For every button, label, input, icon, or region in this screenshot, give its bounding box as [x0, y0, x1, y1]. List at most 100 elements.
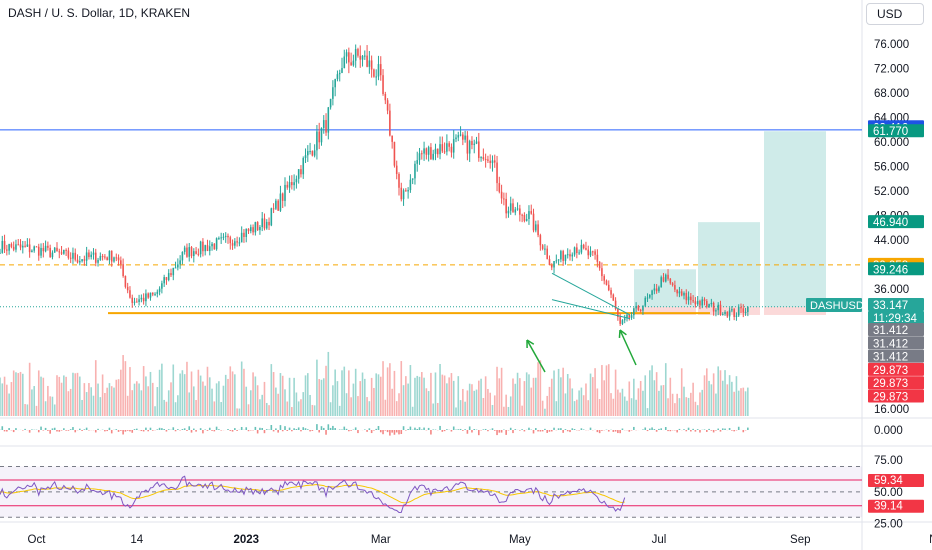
svg-text:31.412: 31.412 [873, 325, 908, 337]
candle-body [389, 110, 391, 136]
candle-body [582, 244, 585, 249]
volume-bar [706, 368, 708, 416]
candle-body [35, 246, 38, 248]
volume-bar [1, 383, 4, 416]
volume-bar [505, 394, 507, 416]
volume-bar [167, 390, 170, 416]
macd-bar [478, 430, 480, 436]
volume-bar [136, 381, 138, 416]
volume-bar [115, 379, 118, 416]
macd-bar [110, 430, 113, 434]
macd-bar [272, 430, 275, 432]
candle-body [288, 182, 291, 188]
macd-bar [364, 429, 366, 430]
svg-text:61.770: 61.770 [873, 126, 908, 138]
macd-bar [642, 429, 644, 430]
candle-body [177, 264, 179, 268]
time-tick-label: Jul [652, 534, 667, 546]
candle-body [685, 292, 688, 301]
volume-bar [468, 383, 471, 416]
volume-bar [411, 406, 414, 416]
candle-body [505, 198, 507, 214]
macd-bar [694, 430, 697, 432]
candle-body [712, 302, 715, 312]
candle-body [525, 219, 528, 221]
macd-bar [193, 428, 195, 430]
macd-bar [596, 430, 599, 433]
time-tick-label: 14 [130, 534, 143, 546]
candle-body [6, 249, 8, 251]
macd-bar [256, 430, 259, 434]
time-tick-label: Oct [28, 534, 47, 546]
candle-body [432, 153, 434, 160]
volume-bar [320, 379, 323, 416]
volume-bar [546, 395, 548, 416]
candle-body [42, 247, 45, 252]
time-tick-label: May [509, 534, 531, 546]
candle-body [576, 247, 578, 254]
candle-body [291, 182, 293, 186]
macd-bar [423, 427, 425, 430]
volume-bar [489, 392, 491, 416]
volume-bar [703, 375, 706, 416]
macd-bar [649, 428, 651, 430]
volume-bar [263, 381, 266, 416]
macd-bar [562, 430, 564, 433]
candle-body [81, 259, 83, 262]
candle-body [361, 55, 364, 60]
volume-bar [190, 371, 193, 416]
candle-body [642, 305, 644, 311]
price-label: 39.246 [868, 262, 924, 276]
volume-bar [40, 376, 42, 416]
candle-body [138, 299, 140, 302]
volume-bar [375, 373, 377, 416]
macd-bar [598, 430, 601, 434]
macd-bar [384, 430, 387, 431]
candle-body [405, 190, 407, 192]
volume-bar [532, 377, 535, 416]
time-axis[interactable]: Oct 14 2023 Mar May Jul Sep Nov [28, 534, 932, 546]
candle-body [229, 237, 232, 244]
volume-bar [188, 392, 191, 416]
macd-bar [325, 430, 327, 435]
volume-bar [113, 387, 115, 416]
volume-bar [63, 375, 65, 416]
candle-body [167, 273, 170, 281]
volume-bar [519, 378, 521, 416]
volume-bar [455, 407, 457, 416]
macd-bar [281, 430, 284, 432]
macd-bar [42, 430, 45, 431]
macd-bar [548, 430, 551, 432]
candle-body [193, 251, 195, 257]
volume-bar [336, 381, 339, 416]
candle-body [703, 299, 706, 302]
candle-body [31, 250, 33, 253]
candle-body [47, 245, 49, 248]
volume-bar [678, 398, 681, 416]
candle-body [475, 141, 478, 144]
price-axis[interactable]: 76.00072.00068.00064.00060.00056.00052.0… [874, 39, 909, 531]
candle-body [539, 235, 542, 246]
rsi-signal-line [0, 483, 625, 504]
candle-body [133, 301, 136, 303]
volume-bar [99, 397, 102, 416]
volume-bar [270, 364, 273, 416]
macd-bar [496, 430, 498, 436]
macd-bar [464, 429, 466, 430]
macd-bar [409, 426, 412, 430]
macd-bar [72, 427, 74, 430]
volume-bar [177, 395, 179, 416]
currency-button[interactable]: USD [866, 3, 924, 25]
svg-text:31.412: 31.412 [873, 338, 908, 350]
volume-bar [507, 406, 510, 416]
volume-bar [304, 375, 307, 416]
volume-bar [208, 377, 211, 416]
volume-bar [500, 367, 503, 416]
volume-bar [555, 401, 558, 416]
volume-bar [147, 386, 149, 416]
volume-bar [439, 363, 441, 416]
macd-bar [1, 426, 4, 430]
macd-bar [614, 430, 617, 432]
volume-bar [434, 372, 437, 416]
